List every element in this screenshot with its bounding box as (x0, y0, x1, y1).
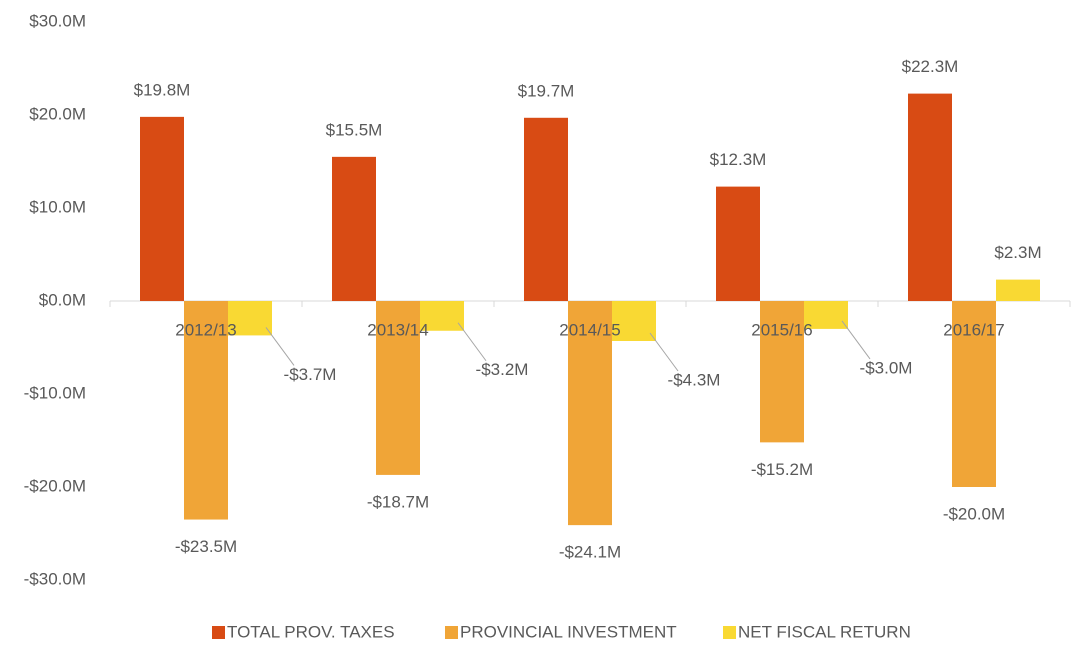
leader-line (265, 327, 295, 366)
data-label: -$3.0M (860, 358, 913, 377)
y-tick-label: -$30.0M (24, 569, 86, 588)
leader-line (649, 332, 679, 372)
y-tick-label: $0.0M (39, 290, 86, 309)
x-tick-label: 2013/14 (367, 320, 428, 339)
y-tick-label: $30.0M (29, 11, 86, 30)
legend-label: PROVINCIAL INVESTMENT (460, 622, 677, 641)
y-tick-label: $20.0M (29, 104, 86, 123)
data-label: -$3.7M (284, 365, 337, 384)
y-tick-label: $10.0M (29, 197, 86, 216)
bar (908, 93, 952, 301)
bar (524, 117, 568, 301)
bar (760, 301, 804, 443)
data-label: $19.8M (134, 80, 191, 99)
data-label: -$24.1M (559, 543, 621, 562)
bar (804, 301, 848, 329)
data-label: $22.3M (902, 57, 959, 76)
legend-swatch (445, 626, 458, 639)
y-tick-label: -$10.0M (24, 383, 86, 402)
data-label: -$20.0M (943, 504, 1005, 523)
legend-label: NET FISCAL RETURN (738, 622, 911, 641)
data-label: -$3.2M (476, 360, 529, 379)
legend-swatch (723, 626, 736, 639)
x-tick-label: 2015/16 (751, 320, 812, 339)
data-label: -$4.3M (668, 370, 721, 389)
bar (228, 301, 272, 336)
bar (140, 116, 184, 301)
data-label: $19.7M (518, 81, 575, 100)
bar (952, 301, 996, 487)
y-tick-label: -$20.0M (24, 476, 86, 495)
bar (612, 301, 656, 341)
legend-swatch (212, 626, 225, 639)
bar (716, 186, 760, 301)
x-tick-label: 2014/15 (559, 320, 620, 339)
data-label: -$18.7M (367, 492, 429, 511)
data-label: -$15.2M (751, 460, 813, 479)
bar (332, 156, 376, 301)
leader-line (841, 320, 871, 360)
bar (996, 279, 1040, 301)
x-tick-label: 2016/17 (943, 320, 1004, 339)
data-label: $12.3M (710, 150, 767, 169)
bar (184, 301, 228, 520)
legend-label: TOTAL PROV. TAXES (227, 622, 395, 641)
data-label: $15.5M (326, 120, 383, 139)
data-label: $2.3M (994, 243, 1041, 262)
bar (376, 301, 420, 475)
data-label: -$23.5M (175, 537, 237, 556)
leader-line (457, 322, 487, 362)
bar (420, 301, 464, 331)
bar (568, 301, 612, 526)
x-tick-label: 2012/13 (175, 320, 236, 339)
